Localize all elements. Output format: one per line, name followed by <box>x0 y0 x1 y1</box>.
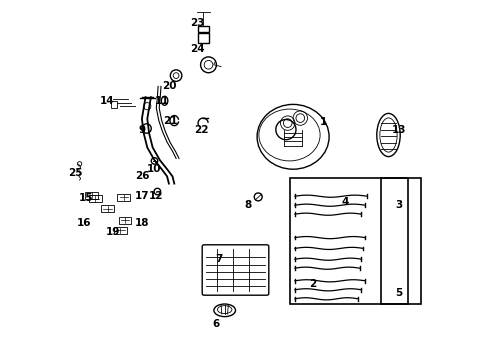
Text: 9: 9 <box>138 125 145 135</box>
Text: 26: 26 <box>134 171 149 181</box>
Text: 22: 22 <box>194 125 208 135</box>
Text: 13: 13 <box>391 125 406 135</box>
Text: 18: 18 <box>134 218 149 228</box>
Bar <box>101 205 114 212</box>
Text: 10: 10 <box>146 164 161 174</box>
Bar <box>117 194 130 201</box>
Text: 11: 11 <box>154 96 169 106</box>
Text: 6: 6 <box>212 319 219 329</box>
Text: 23: 23 <box>190 18 204 28</box>
Text: 21: 21 <box>163 116 178 126</box>
Text: 19: 19 <box>106 227 120 237</box>
Text: 4: 4 <box>341 197 348 207</box>
Bar <box>381 178 420 304</box>
Text: 16: 16 <box>77 218 91 228</box>
Bar <box>289 178 407 304</box>
Text: 20: 20 <box>162 81 176 91</box>
Text: 1: 1 <box>320 117 326 127</box>
Text: 15: 15 <box>79 193 93 203</box>
Text: 5: 5 <box>395 288 402 298</box>
Bar <box>197 33 208 43</box>
Text: 2: 2 <box>308 279 316 289</box>
Text: 24: 24 <box>190 44 204 54</box>
Text: 7: 7 <box>215 254 223 264</box>
Text: 3: 3 <box>395 200 402 210</box>
Bar <box>88 195 102 202</box>
Text: 8: 8 <box>244 200 251 210</box>
Text: 14: 14 <box>100 96 114 106</box>
Text: 25: 25 <box>68 168 82 178</box>
Bar <box>111 101 117 108</box>
Bar <box>197 26 208 32</box>
Bar <box>114 227 126 234</box>
Text: 12: 12 <box>149 191 163 201</box>
Bar <box>85 192 98 199</box>
Text: 17: 17 <box>134 191 149 201</box>
Bar <box>118 217 131 224</box>
